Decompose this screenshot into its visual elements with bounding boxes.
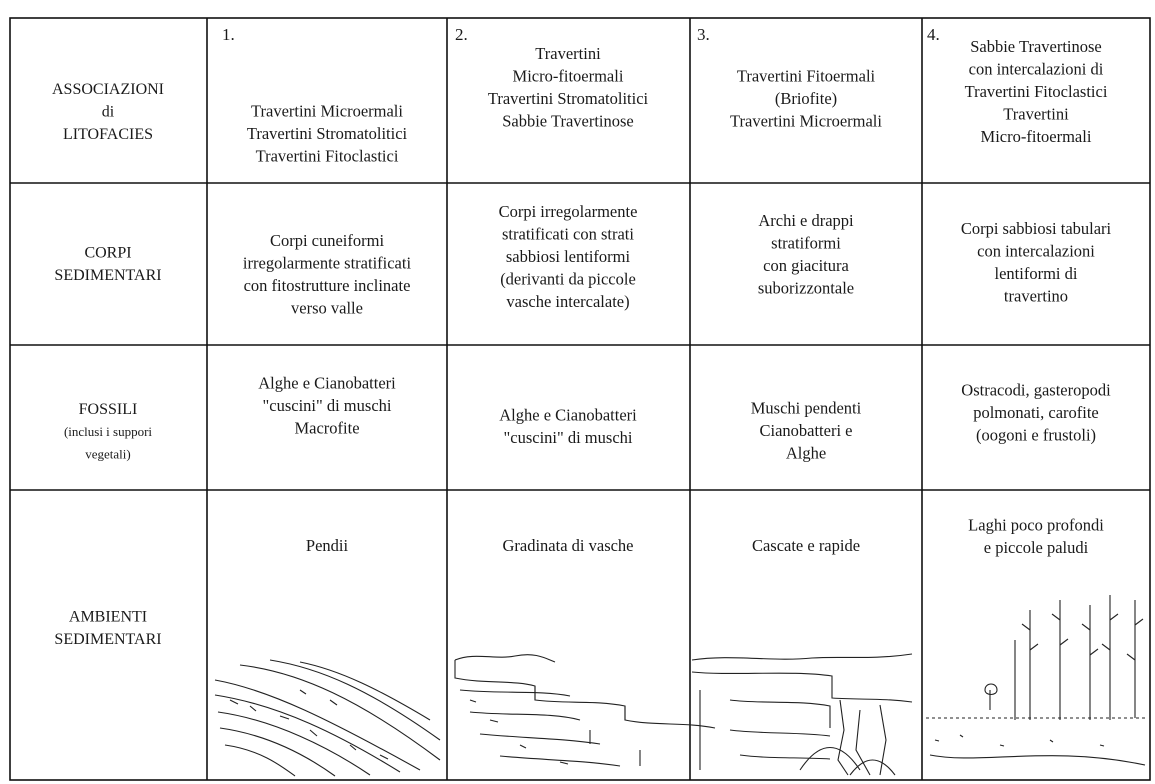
cell-text: Travertini	[535, 44, 601, 63]
cell-text: Travertini Fitoclastici	[965, 82, 1108, 101]
column-number: 4.	[927, 25, 940, 44]
table-grid	[9, 17, 1151, 781]
cell-text: Travertini Fitoermali	[737, 66, 876, 85]
column-number: 1.	[222, 25, 235, 44]
cell-text: (oogoni e frustoli)	[976, 425, 1096, 444]
cell-text: Muschi pendenti	[751, 398, 862, 417]
row-header: FOSSILI	[79, 401, 138, 418]
cell-text: polmonati, carofite	[973, 403, 1099, 422]
cell-text: Gradinata di vasche	[502, 536, 633, 555]
cell-text: "cuscini" di muschi	[504, 428, 633, 447]
cell-text: Corpi cuneiformi	[270, 231, 385, 250]
cell-text: Alghe e Cianobatteri	[258, 373, 396, 392]
cell-text: Macrofite	[294, 418, 359, 437]
cell-text: suborizzontale	[758, 279, 854, 298]
cell-text: Micro-fitoermali	[513, 67, 624, 86]
cell-text: Sabbie Travertinose	[970, 37, 1102, 56]
cell-text: Travertini Fitoclastici	[256, 146, 399, 165]
cell-text: Laghi poco profondi	[968, 516, 1104, 535]
cell-text: con intercalazioni	[977, 242, 1095, 261]
cell-text: con intercalazioni di	[969, 59, 1104, 78]
column-number: 2.	[455, 25, 468, 44]
cell-text: Travertini Stromatolitici	[247, 124, 408, 143]
row-header: di	[102, 104, 115, 121]
column-number: 3.	[697, 25, 710, 44]
cell-text: vasche intercalate)	[506, 292, 629, 311]
cell-text: Cianobatteri e	[759, 421, 852, 440]
row-header: (inclusi i suppori	[64, 424, 152, 439]
row-header: vegetali)	[85, 446, 130, 461]
row-header: SEDIMENTARI	[54, 631, 161, 648]
cell-text: Corpi sabbiosi tabulari	[961, 219, 1112, 238]
row-header: CORPI	[84, 244, 131, 261]
row-header: ASSOCIAZIONI	[52, 81, 164, 98]
cell-text: Alghe e Cianobatteri	[499, 406, 637, 425]
cell-text: verso valle	[291, 299, 363, 318]
cell-text: stratiformi	[771, 234, 841, 253]
cell-text: Travertini Stromatolitici	[488, 89, 649, 108]
sketch-falls	[691, 653, 913, 776]
cell-text: con fitostrutture inclinate	[244, 276, 411, 295]
cell-text: Sabbie Travertinose	[502, 112, 634, 131]
cell-text: irregolarmente stratificati	[243, 254, 412, 273]
row-header: AMBIENTI	[69, 608, 147, 625]
sketch-pools	[454, 654, 716, 767]
sketch-slopes	[214, 659, 441, 777]
cell-text: (Briofite)	[775, 89, 837, 108]
cell-text: Ostracodi, gasteropodi	[961, 380, 1111, 399]
cell-text: Travertini Microermali	[730, 111, 882, 130]
cell-text: Cascate e rapide	[752, 536, 860, 555]
cell-text: con giacitura	[763, 256, 849, 275]
cell-text: stratificati con strati	[502, 224, 634, 243]
cell-text: Micro-fitoermali	[981, 127, 1092, 146]
row-header: LITOFACIES	[63, 126, 153, 143]
cell-text: "cuscini" di muschi	[263, 396, 392, 415]
cell-text: Pendii	[306, 536, 349, 555]
cell-text: Alghe	[786, 443, 826, 462]
cell-text: Travertini	[1003, 104, 1069, 123]
sketch-marsh	[926, 595, 1146, 766]
row-header: SEDIMENTARI	[54, 267, 161, 284]
cell-text: (derivanti da piccole	[500, 269, 636, 288]
cell-text: Corpi irregolarmente	[499, 202, 638, 221]
cell-text: Archi e drappi	[758, 211, 854, 230]
cell-text: lentiformi di	[995, 264, 1078, 283]
cell-text: sabbiosi lentiformi	[506, 247, 631, 266]
cell-text: Travertini Microermali	[251, 101, 403, 120]
cell-text: travertino	[1004, 287, 1068, 306]
cell-text: e piccole paludi	[984, 538, 1089, 557]
